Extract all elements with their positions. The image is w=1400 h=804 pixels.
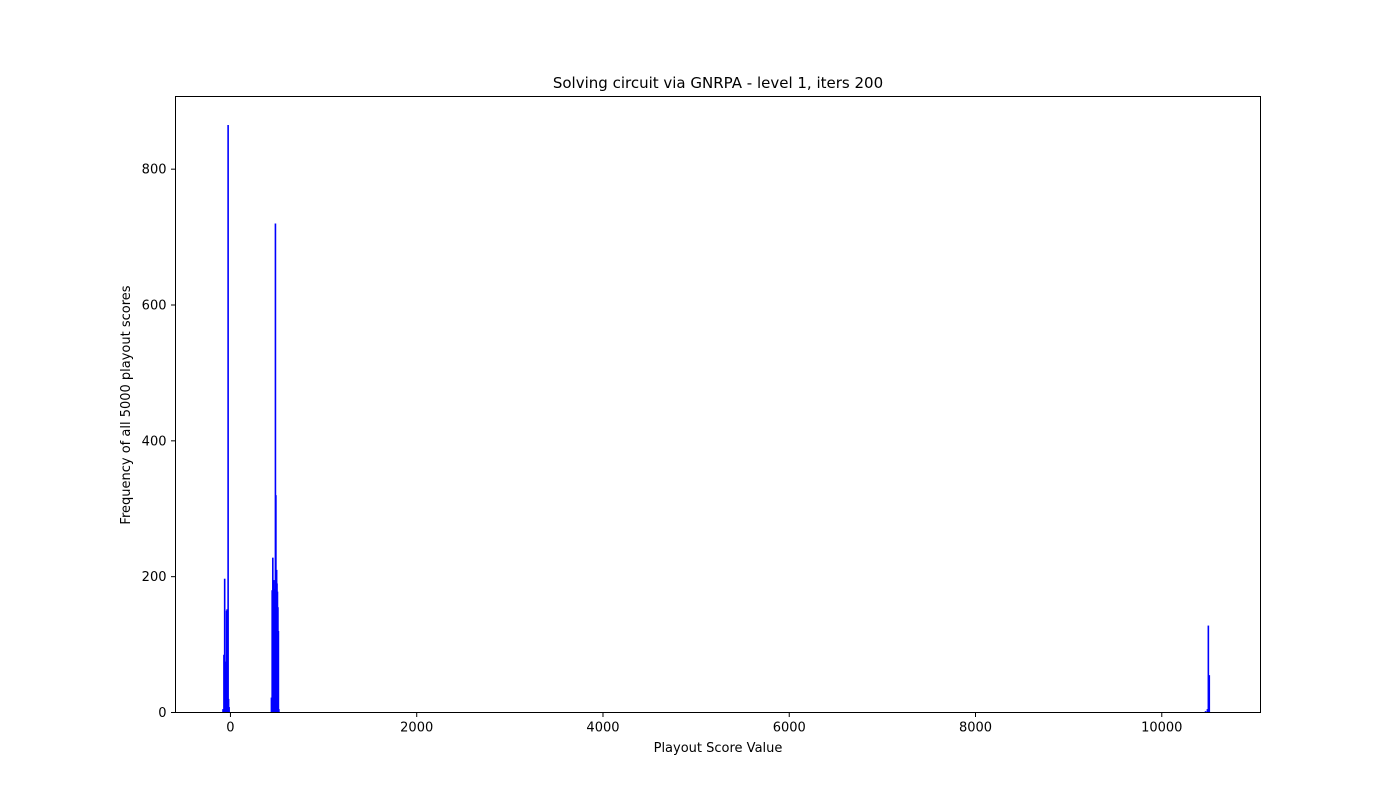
x-axis: 0 2000 4000 6000 8000 10000: [226, 712, 1182, 736]
histogram-bar: [1207, 625, 1210, 713]
x-tick-label: 6000: [773, 721, 806, 736]
histogram-bar: [277, 631, 280, 713]
x-tick-label: 8000: [959, 721, 992, 736]
histogram-bar: [1206, 709, 1209, 713]
x-tick-label: 10000: [1141, 721, 1182, 736]
y-tick-label: 200: [142, 570, 167, 585]
histogram-bar: [227, 698, 230, 713]
y-axis: 0 200 400 600 800: [142, 163, 176, 721]
chart-title: Solving circuit via GNRPA - level 1, ite…: [553, 74, 883, 92]
y-tick-label: 400: [142, 434, 167, 449]
bars-layer: [222, 125, 1211, 713]
histogram-bar: [274, 223, 277, 713]
x-axis-label: Playout Score Value: [654, 741, 783, 756]
histogram-bar: [1208, 675, 1211, 713]
x-tick-label: 2000: [400, 721, 433, 736]
y-tick-label: 600: [142, 299, 167, 314]
x-tick-label: 4000: [586, 721, 619, 736]
histogram-bar: [223, 578, 226, 713]
y-tick-label: 0: [158, 706, 166, 721]
x-tick-label: 0: [226, 721, 234, 736]
histogram-bar: [227, 125, 229, 713]
plot-frame: [175, 96, 1261, 713]
histogram-bar: [222, 709, 224, 713]
histogram-bar: [1204, 711, 1207, 713]
histogram-bar: [278, 709, 280, 713]
histogram-bar: [228, 707, 230, 713]
y-tick-label: 800: [142, 163, 167, 178]
y-axis-label: Frequency of all 5000 playout scores: [119, 285, 134, 524]
